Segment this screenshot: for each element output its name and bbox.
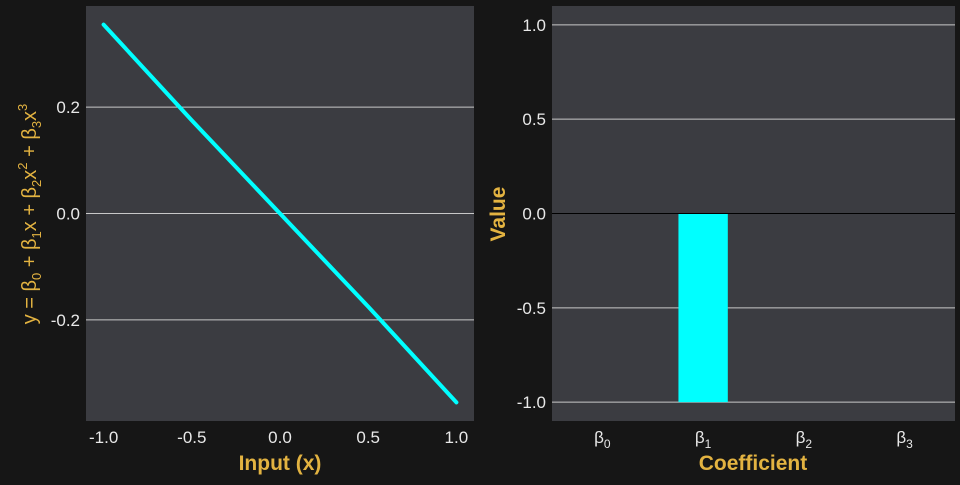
x-axis-label-left: Input (x) xyxy=(239,452,322,475)
y-tick-labels-left: -0.2 0.0 0.2 xyxy=(51,98,80,330)
y-tick-label: 0.0 xyxy=(522,205,546,224)
polynomial-line-plot: -1.0 -0.5 0.0 0.5 1.0 -0.2 0.0 0.2 Input (x) y… xyxy=(15,6,474,475)
x-tick-label: 0.0 xyxy=(268,428,292,447)
x-tick-label: -1.0 xyxy=(89,428,118,447)
x-tick-labels-left: -1.0 -0.5 0.0 0.5 1.0 xyxy=(89,428,468,447)
coefficient-bar-chart: β0 β1 β2 β3 -1.0 -0.5 0.0 0.5 1.0 Coefficient V… xyxy=(487,6,955,475)
y-tick-label: 0.0 xyxy=(56,205,80,224)
x-tick-label: 1.0 xyxy=(445,428,469,447)
x-tick-label: β1 xyxy=(695,428,712,451)
x-tick-labels-right: β0 β1 β2 β3 xyxy=(594,428,913,451)
y-tick-labels-right: -1.0 -0.5 0.0 0.5 1.0 xyxy=(517,16,546,412)
x-tick-label: 0.5 xyxy=(356,428,380,447)
y-tick-label: 0.5 xyxy=(522,110,546,129)
x-tick-label: β3 xyxy=(896,428,913,451)
y-axis-label-left: y = β0 + β1x + β2x2 + β3x3 xyxy=(15,104,44,325)
bar-1 xyxy=(678,213,728,403)
y-tick-label: 1.0 xyxy=(522,16,546,35)
x-tick-label: -0.5 xyxy=(177,428,206,447)
y-tick-label: 0.2 xyxy=(56,98,80,117)
series-marks-left xyxy=(101,22,459,405)
bar-marks xyxy=(552,213,955,403)
y-tick-label: -0.5 xyxy=(517,299,546,318)
x-tick-label: β0 xyxy=(594,428,611,451)
y-tick-label: -0.2 xyxy=(51,311,80,330)
x-tick-label: β2 xyxy=(796,428,813,451)
y-tick-label: -1.0 xyxy=(517,393,546,412)
y-axis-label-right: Value xyxy=(487,187,510,242)
x-axis-label-right: Coefficient xyxy=(699,452,808,475)
series-line-polynomial xyxy=(101,22,459,405)
